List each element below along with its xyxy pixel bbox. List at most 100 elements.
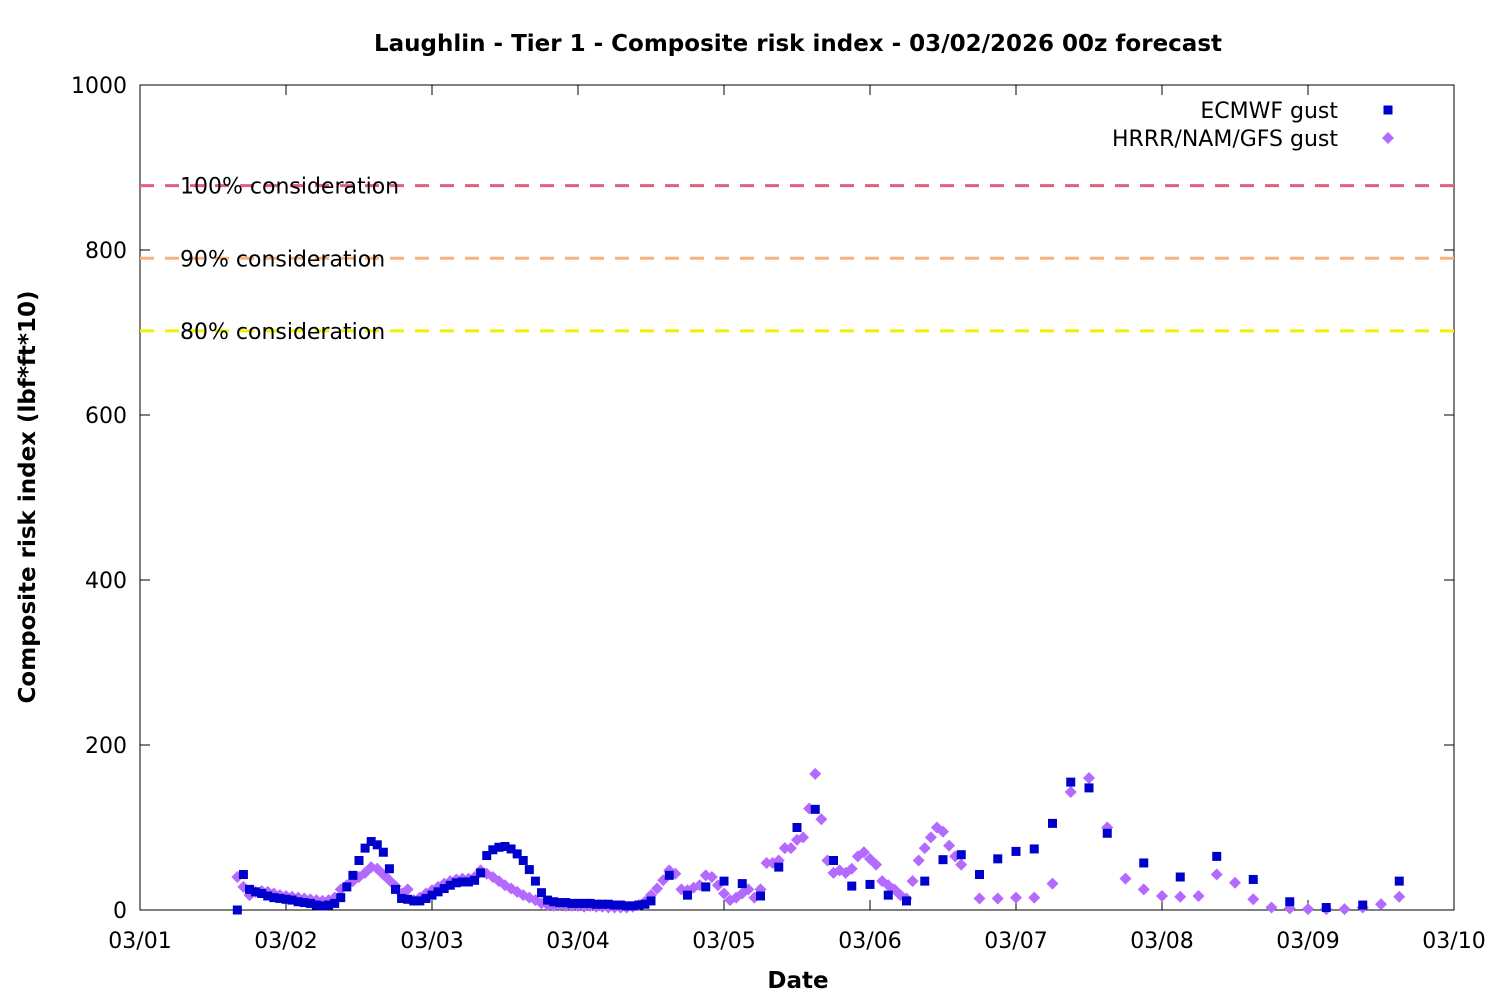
legend-label: HRRR/NAM/GFS gust	[1112, 127, 1338, 152]
x-tick-label: 03/02	[254, 929, 317, 954]
data-point	[348, 870, 358, 880]
data-point	[591, 899, 601, 909]
data-point	[937, 825, 949, 838]
data-point	[391, 884, 400, 894]
data-point	[809, 767, 822, 780]
data-point	[956, 850, 966, 860]
x-tick-label: 03/06	[838, 929, 901, 954]
data-point	[567, 898, 577, 908]
data-point	[993, 854, 1003, 864]
data-point	[238, 870, 248, 880]
data-point	[1174, 890, 1187, 903]
legend: ECMWF gust HRRR/NAM/GFS gust	[1112, 99, 1394, 152]
data-point	[281, 894, 291, 904]
data-point	[651, 882, 664, 895]
y-axis: 0 200 400 600 800 1000	[71, 74, 1454, 924]
data-point	[955, 858, 968, 871]
data-point	[573, 898, 583, 908]
data-point	[401, 883, 414, 896]
reference-line-label: 100% consideration	[180, 175, 399, 200]
data-point	[1393, 890, 1406, 903]
data-point	[797, 831, 810, 844]
data-point	[549, 897, 559, 907]
x-tick-label: 03/09	[1276, 929, 1339, 954]
data-point	[845, 862, 858, 875]
data-point	[257, 889, 267, 898]
data-point	[906, 875, 919, 888]
data-point	[494, 842, 504, 852]
x-tick-label: 03/10	[1422, 929, 1485, 954]
data-point	[451, 878, 461, 888]
data-point	[512, 849, 522, 859]
data-point	[1066, 777, 1076, 787]
data-point	[883, 890, 893, 900]
data-point	[232, 905, 242, 915]
data-point	[263, 891, 273, 901]
data-point	[918, 842, 931, 855]
data-point	[737, 879, 747, 889]
data-point	[975, 870, 984, 880]
data-point	[1139, 858, 1149, 868]
data-point	[579, 898, 589, 908]
data-point	[1247, 893, 1260, 906]
data-point	[318, 901, 327, 911]
data-point	[488, 845, 498, 855]
data-point	[1046, 877, 1059, 890]
data-point	[372, 840, 382, 850]
data-point	[610, 900, 619, 910]
data-point	[1119, 872, 1132, 885]
legend-marker	[1383, 105, 1393, 115]
data-point	[1010, 891, 1022, 904]
data-point	[275, 893, 285, 903]
x-tick-label: 03/07	[984, 929, 1047, 954]
data-point	[524, 865, 534, 875]
reference-line-label: 90% consideration	[180, 247, 385, 272]
data-point	[718, 887, 730, 900]
data-point	[1029, 844, 1039, 854]
data-point	[912, 854, 925, 867]
data-point	[336, 893, 346, 903]
data-point	[829, 856, 838, 865]
data-point	[439, 884, 449, 894]
data-point	[1192, 889, 1205, 902]
data-point	[973, 892, 986, 905]
data-point	[506, 844, 516, 854]
data-point	[597, 899, 607, 909]
data-point	[409, 896, 419, 906]
y-axis-label: Composite risk index (lbf*ft*10)	[15, 291, 41, 704]
data-point	[865, 879, 875, 889]
y-tick-label: 1000	[71, 74, 127, 99]
data-point	[555, 898, 565, 908]
data-point	[640, 899, 650, 909]
data-point	[464, 877, 473, 887]
data-point	[476, 868, 486, 878]
data-point	[269, 893, 279, 903]
data-point	[870, 858, 883, 871]
data-point	[634, 900, 644, 910]
data-point	[518, 856, 528, 865]
data-point	[1048, 818, 1057, 828]
data-point	[810, 804, 820, 814]
data-point	[1083, 772, 1095, 784]
data-point	[603, 899, 613, 909]
data-point	[705, 871, 718, 883]
data-point	[646, 896, 656, 906]
data-point	[847, 881, 857, 891]
data-point	[500, 841, 510, 851]
data-point	[397, 893, 407, 903]
data-point	[784, 842, 797, 855]
data-point	[1302, 903, 1314, 916]
data-point	[1265, 901, 1278, 914]
data-point	[433, 887, 443, 897]
data-point	[1394, 876, 1404, 886]
legend-marker	[1382, 132, 1394, 144]
data-point	[1229, 876, 1241, 889]
data-point	[293, 897, 303, 907]
data-point	[815, 813, 828, 826]
reference-lines: 100% consideration 90% consideration 80% c…	[140, 175, 1454, 345]
x-axis-label: Date	[767, 968, 828, 994]
data-point	[1175, 872, 1185, 882]
x-axis: 03/01 03/02 03/03 03/04 03/05 03/06 03/07 03/08…	[108, 85, 1486, 954]
data-point	[421, 893, 431, 903]
